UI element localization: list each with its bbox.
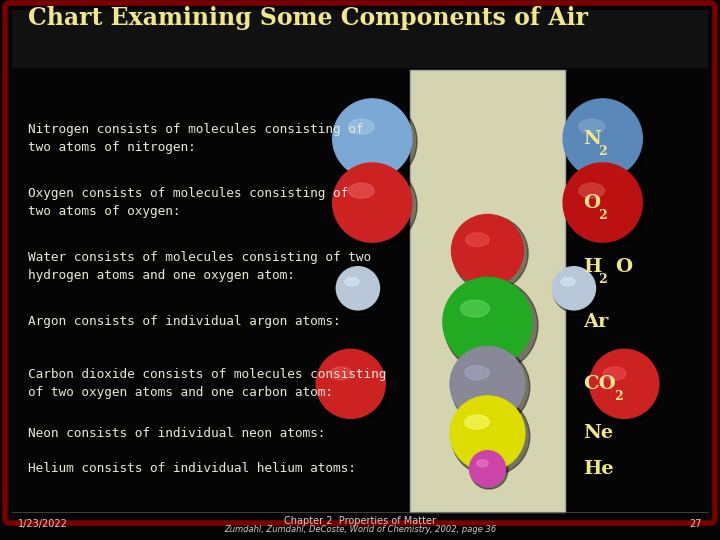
Ellipse shape (345, 278, 359, 286)
Text: Carbon dioxide consists of molecules consisting
of two oxygen atoms and one carb: Carbon dioxide consists of molecules con… (28, 368, 387, 399)
Ellipse shape (465, 366, 489, 380)
Ellipse shape (470, 451, 508, 489)
Text: Water consists of molecules consisting of two
hydrogen atoms and one oxygen atom: Water consists of molecules consisting o… (28, 251, 371, 282)
FancyBboxPatch shape (12, 10, 708, 68)
Ellipse shape (451, 348, 530, 426)
Text: He: He (583, 460, 613, 478)
Ellipse shape (564, 100, 647, 183)
Ellipse shape (334, 100, 417, 183)
Ellipse shape (443, 278, 532, 367)
Text: H: H (583, 258, 601, 276)
Ellipse shape (603, 367, 626, 380)
Text: 1/23/2022: 1/23/2022 (18, 519, 68, 529)
Ellipse shape (466, 233, 489, 247)
Text: Chart Examining Some Components of Air: Chart Examining Some Components of Air (28, 6, 588, 30)
Text: Nitrogen consists of molecules consisting of
two atoms of nitrogen:: Nitrogen consists of molecules consistin… (28, 123, 364, 154)
Text: 27: 27 (690, 519, 702, 529)
Ellipse shape (469, 451, 505, 487)
Ellipse shape (561, 278, 575, 286)
Text: Ne: Ne (583, 424, 613, 442)
Text: 2: 2 (598, 145, 607, 158)
Ellipse shape (450, 346, 525, 421)
Text: 2: 2 (598, 209, 607, 222)
Text: 2: 2 (614, 390, 623, 403)
Ellipse shape (316, 349, 385, 418)
Ellipse shape (465, 415, 489, 429)
Text: CO: CO (583, 375, 616, 393)
Ellipse shape (318, 350, 390, 423)
Ellipse shape (590, 349, 659, 418)
Ellipse shape (348, 183, 374, 198)
Text: Zumdahl, Zumdahl, DeCoste, World of Chemistry, 2002, page 36: Zumdahl, Zumdahl, DeCoste, World of Chem… (224, 525, 496, 535)
Ellipse shape (451, 214, 523, 287)
Ellipse shape (579, 183, 605, 198)
Ellipse shape (453, 215, 528, 291)
Ellipse shape (333, 99, 412, 178)
Ellipse shape (477, 460, 488, 467)
Text: O: O (616, 258, 633, 276)
Ellipse shape (461, 300, 490, 317)
Ellipse shape (591, 350, 663, 423)
Ellipse shape (330, 367, 352, 380)
Text: Neon consists of individual neon atoms:: Neon consists of individual neon atoms: (28, 427, 325, 440)
Ellipse shape (450, 396, 525, 471)
Text: Chapter 2  Properties of Matter: Chapter 2 Properties of Matter (284, 516, 436, 526)
Ellipse shape (451, 397, 530, 476)
FancyBboxPatch shape (410, 70, 565, 512)
Ellipse shape (337, 267, 382, 313)
Ellipse shape (348, 119, 374, 134)
Text: 2: 2 (598, 273, 607, 286)
Ellipse shape (564, 164, 647, 247)
Ellipse shape (333, 163, 412, 242)
Ellipse shape (552, 267, 595, 310)
Ellipse shape (563, 99, 642, 178)
Text: Helium consists of individual helium atoms:: Helium consists of individual helium ato… (28, 462, 356, 475)
Ellipse shape (563, 163, 642, 242)
Text: Ar: Ar (583, 313, 608, 331)
Ellipse shape (579, 119, 605, 134)
Ellipse shape (444, 279, 538, 373)
Text: Oxygen consists of molecules consisting of
two atoms of oxygen:: Oxygen consists of molecules consisting … (28, 187, 348, 218)
Ellipse shape (334, 164, 417, 247)
FancyBboxPatch shape (5, 3, 715, 523)
Text: Argon consists of individual argon atoms:: Argon consists of individual argon atoms… (28, 315, 341, 328)
Ellipse shape (336, 267, 379, 310)
Ellipse shape (553, 267, 598, 313)
Text: O: O (583, 194, 600, 212)
Text: N: N (583, 130, 601, 147)
